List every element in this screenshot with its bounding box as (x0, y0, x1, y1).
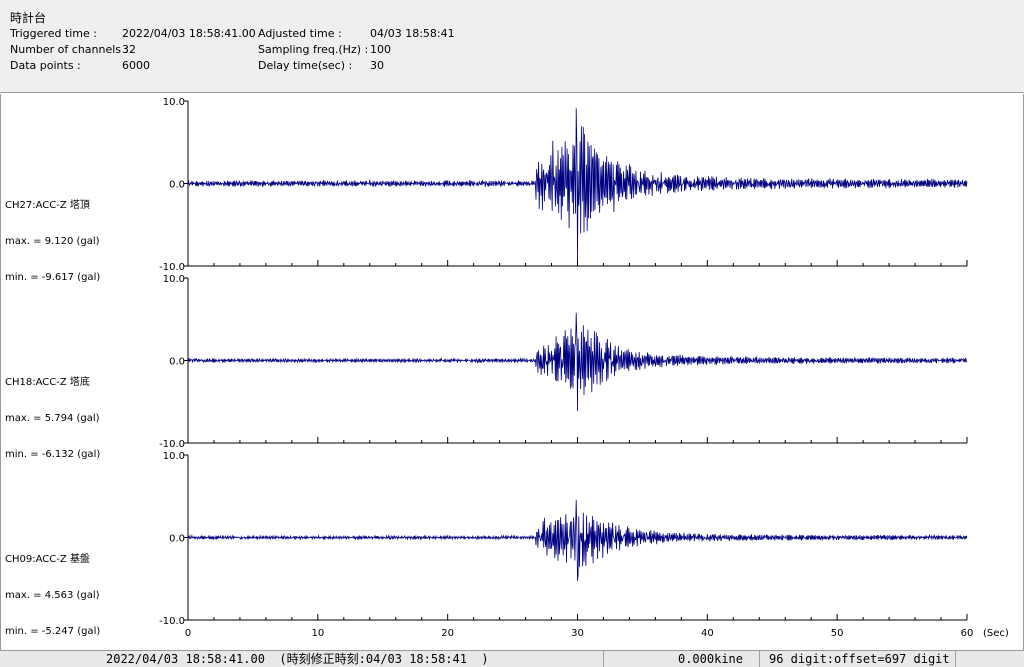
channel-name: CH18:ACC-Z 塔底 (5, 377, 90, 388)
y-tick-label: 10.0 (163, 97, 185, 108)
record-info-header: 時計台 Triggered time : 2022/04/03 18:58:41… (0, 0, 1024, 93)
sampling-freq-value: 100 (370, 43, 391, 56)
channel-max: max. = 4.563 (gal) (5, 590, 100, 601)
waveform-trace (187, 312, 968, 412)
y-tick-label: 0.0 (169, 357, 185, 368)
y-tick-label: 0.0 (169, 534, 185, 545)
y-tick-label: 10.0 (163, 451, 185, 462)
station-title: 時計台 (10, 11, 47, 25)
adjusted-time-value: 04/03 18:58:41 (370, 27, 455, 40)
status-kine: 0.000kine (604, 651, 760, 667)
channel-min: min. = -9.617 (gal) (5, 272, 101, 283)
x-tick-label: 10 (311, 628, 324, 639)
y-tick-label: -10.0 (159, 616, 185, 627)
channels-value: 32 (122, 43, 136, 56)
channel-max: max. = 9.120 (gal) (5, 236, 100, 247)
x-tick-label: 20 (441, 628, 454, 639)
sampling-freq-label: Sampling freq.(Hz) : (258, 43, 369, 56)
plot-area (0, 94, 1024, 650)
y-tick-label: 0.0 (169, 180, 185, 191)
triggered-time-value: 2022/04/03 18:58:41.00 (122, 27, 256, 40)
delay-time-label: Delay time(sec) : (258, 59, 353, 72)
status-empty (956, 651, 1024, 667)
y-tick-label: 10.0 (163, 274, 185, 285)
datapoints-value: 6000 (122, 59, 150, 72)
channel-name: CH09:ACC-Z 基盤 (5, 554, 90, 565)
channel-min: min. = -5.247 (gal) (5, 626, 101, 637)
x-tick-label: 0 (185, 628, 191, 639)
waveform-trace (187, 499, 968, 581)
channel-label-ch27: CH27:ACC-Z 塔頂 max. = 9.120 (gal) min. = … (5, 176, 100, 308)
channels-label: Number of channels : (10, 43, 129, 56)
x-tick-label: 40 (701, 628, 714, 639)
datapoints-label: Data points : (10, 59, 81, 72)
channel-label-ch18: CH18:ACC-Z 塔底 max. = 5.794 (gal) min. = … (5, 353, 100, 485)
waveform-chart: 10.00.0-10.010.00.0-10.010.00.0-10.00 10 2… (159, 97, 1009, 639)
adjusted-time-label: Adjusted time : (258, 27, 342, 40)
y-tick-label: -10.0 (159, 262, 185, 273)
triggered-time-label: Triggered time : (10, 27, 97, 40)
channel-max: max. = 5.794 (gal) (5, 413, 100, 424)
channel-name: CH27:ACC-Z 塔頂 (5, 200, 90, 211)
status-time: 2022/04/03 18:58:41.00 (時刻修正時刻:04/03 18:… (0, 651, 604, 667)
status-bar: 2022/04/03 18:58:41.00 (時刻修正時刻:04/03 18:… (0, 650, 1024, 667)
x-tick-label: 50 (831, 628, 844, 639)
y-tick-label: -10.0 (159, 439, 185, 450)
channel-label-ch09: CH09:ACC-Z 基盤 max. = 4.563 (gal) min. = … (5, 530, 100, 662)
waveform-trace (187, 108, 968, 263)
x-tick-label: 30 (571, 628, 584, 639)
x-unit-label: (Sec) (983, 628, 1009, 639)
delay-time-value: 30 (370, 59, 384, 72)
status-digit: 96 digit:offset=697 digit (760, 651, 956, 667)
channel-min: min. = -6.132 (gal) (5, 449, 101, 460)
x-tick-label: 60 (961, 628, 974, 639)
